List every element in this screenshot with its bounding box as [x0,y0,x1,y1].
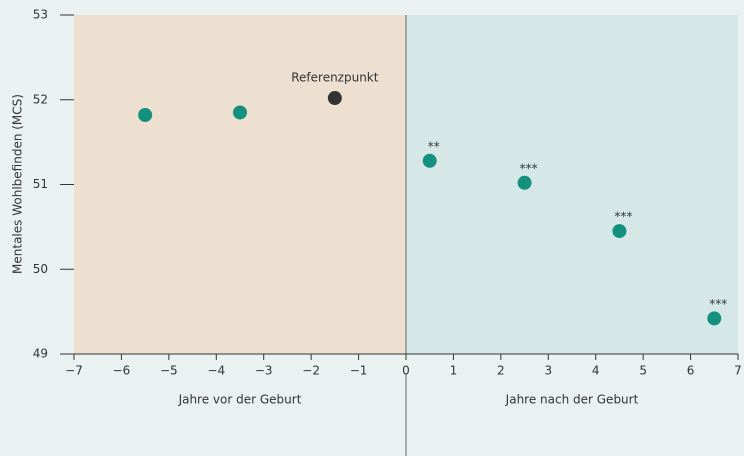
x-tick-label: 1 [450,364,458,378]
y-tick-label: 52 [33,92,48,106]
y-axis-label: Mentales Wohlbefinden (MCS) [11,94,25,274]
point-label: ** [428,139,440,153]
region-label: Jahre vor der Geburt [178,393,302,407]
point-label: Referenzpunkt [291,71,379,85]
point [138,108,153,123]
region [406,15,738,354]
point [612,224,627,239]
region [74,15,406,354]
point-label: *** [614,210,632,224]
x-tick-label: −1 [350,364,368,378]
x-tick-label: −7 [65,364,83,378]
point [517,175,532,190]
point [422,153,437,168]
x-tick-label: −4 [207,364,225,378]
point [327,91,342,106]
point [233,105,247,120]
x-tick-label: 7 [734,364,742,378]
y-tick-label: 49 [33,347,48,361]
x-tick-label: 5 [639,364,647,378]
x-tick-label: 6 [687,364,695,378]
point [707,311,722,326]
point-label: *** [520,161,538,175]
y-tick-label: 51 [33,177,48,191]
y-tick-label: 53 [33,8,48,22]
x-tick-label: 3 [544,364,552,378]
point-label: *** [709,297,727,311]
x-tick-label: −5 [160,364,178,378]
region-label: Jahre nach der Geburt [505,393,639,407]
y-tick-label: 50 [33,262,48,276]
x-tick-label: −3 [255,364,273,378]
x-tick-label: −2 [302,364,320,378]
x-tick-label: 0 [402,364,410,378]
x-tick-label: 4 [592,364,600,378]
x-tick-label: −6 [113,364,131,378]
x-tick-label: 2 [497,364,505,378]
